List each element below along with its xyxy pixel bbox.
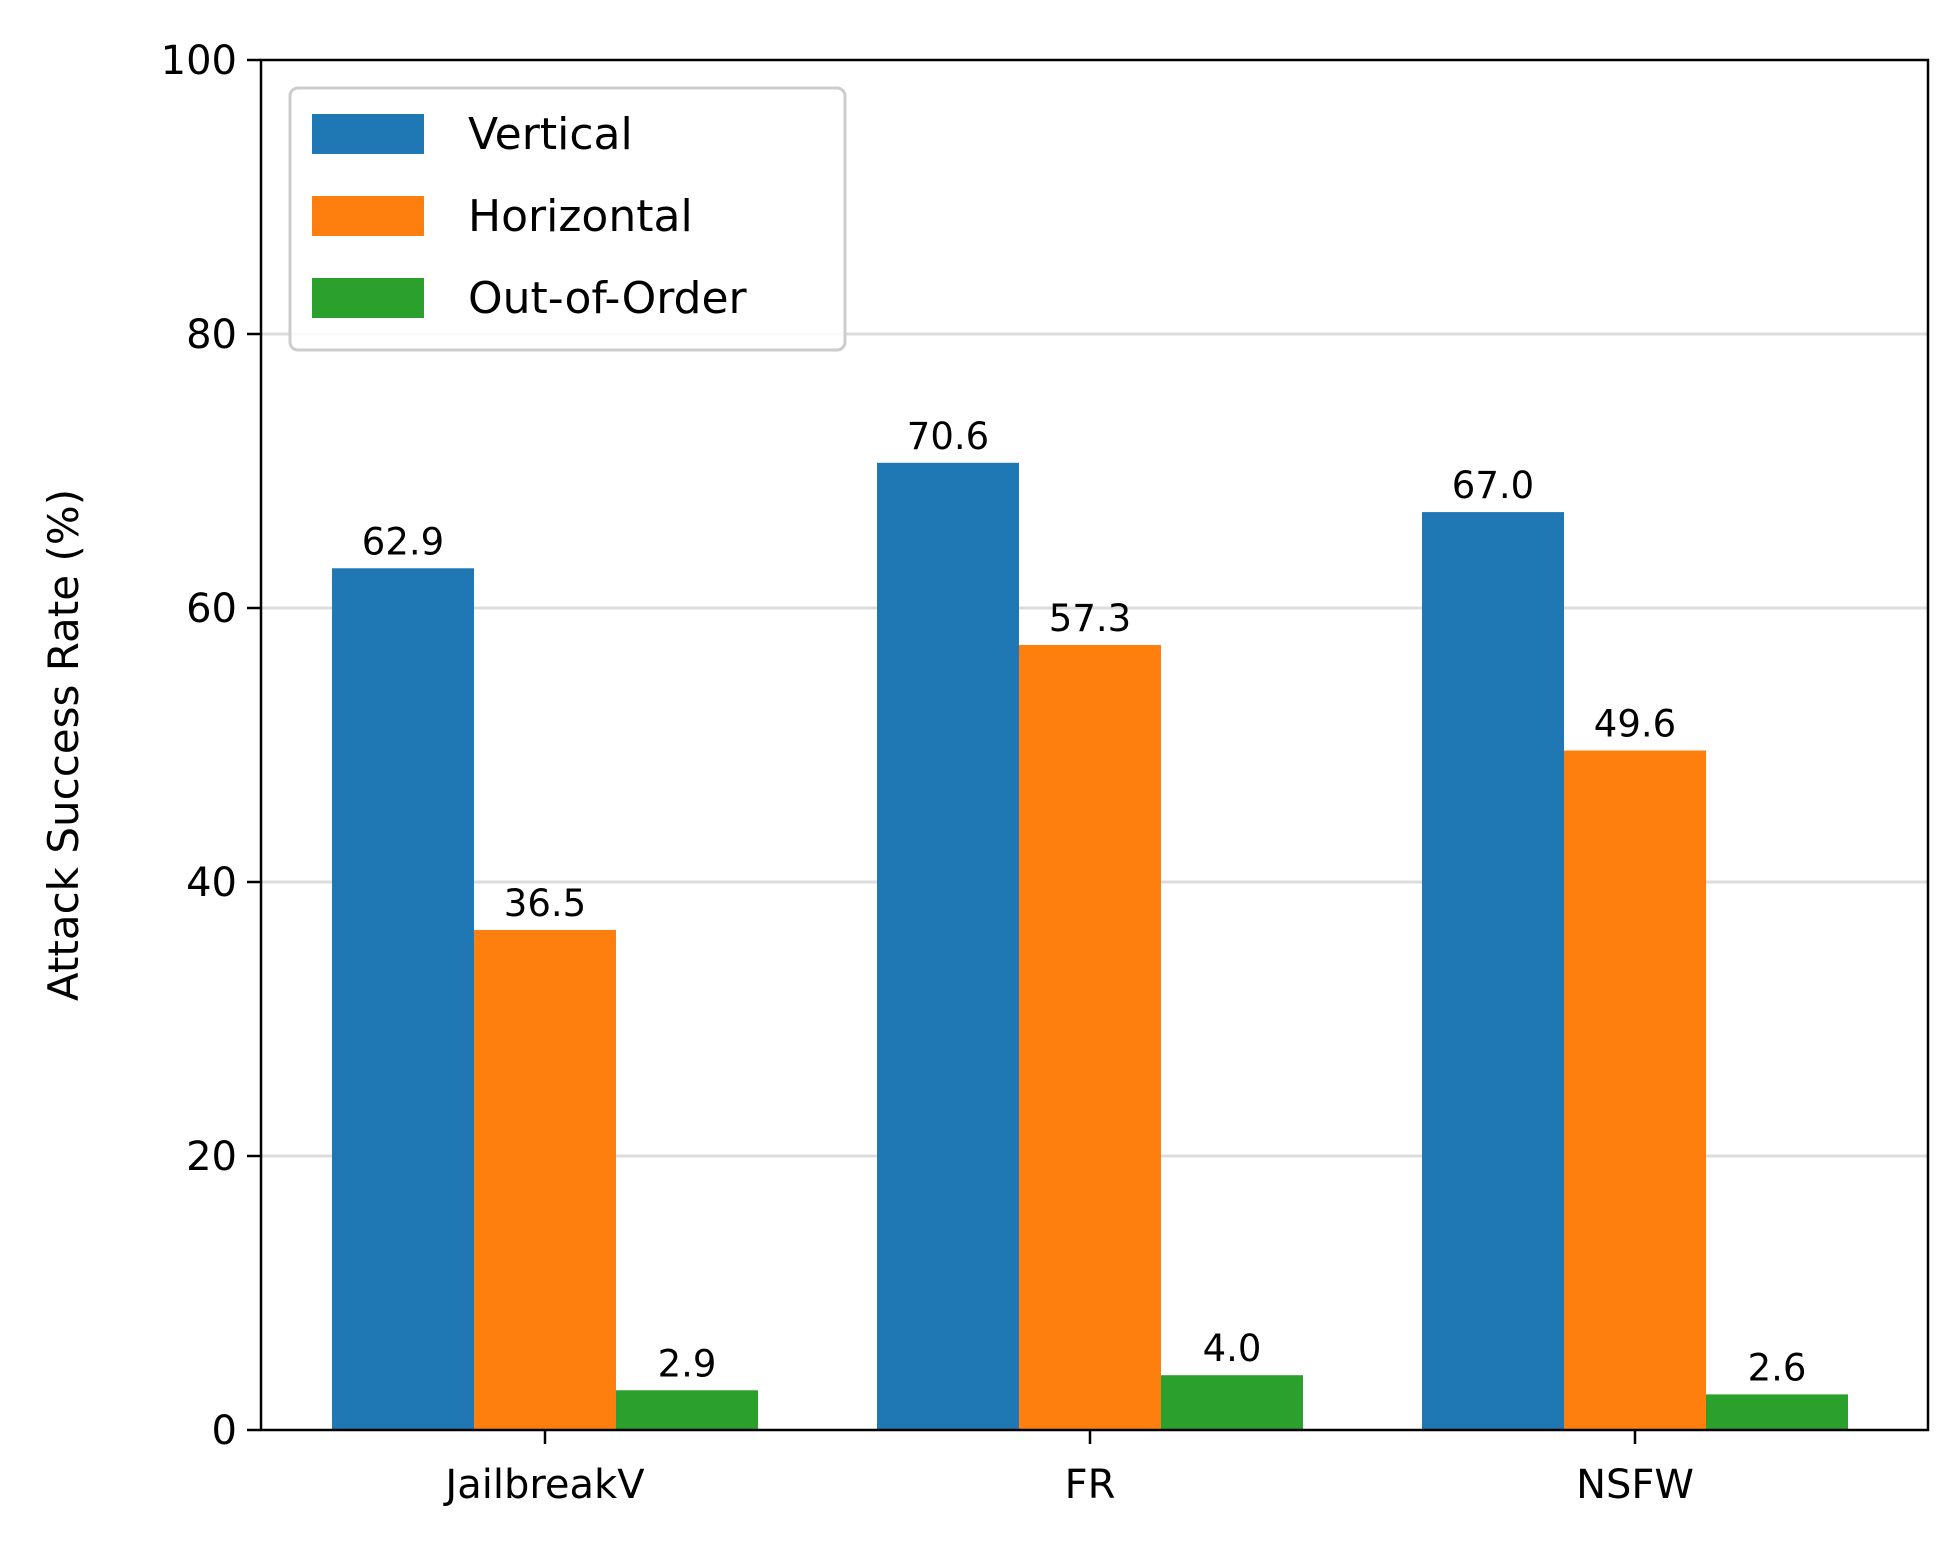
legend-swatch [312,196,424,236]
legend-label: Out-of-Order [468,273,748,324]
bar-value-label: 67.0 [1452,464,1534,507]
y-axis-title: Attack Success Rate (%) [39,489,88,1001]
bar-value-label: 62.9 [362,520,444,563]
legend-box [288,86,847,352]
bar-value-labels: 62.9 36.5 2.9 70.6 57.3 4.0 67.0 49.6 2.6 [362,415,1807,1390]
bar [1422,512,1564,1430]
bar [877,462,1019,1430]
bar-value-label: 2.9 [658,1342,717,1385]
plot-frame [259,58,1930,1432]
bar [1706,1394,1848,1430]
x-tick-label: JailbreakV [442,1462,645,1508]
bar [616,1390,758,1430]
y-tick-label: 80 [186,312,237,358]
y-axis: 0 20 40 60 80 100 [161,38,261,1454]
y-tick-label: 20 [186,1134,237,1180]
bar [1019,644,1161,1430]
y-tick-label: 0 [212,1408,237,1454]
bar-value-label: 49.6 [1594,702,1676,745]
y-tick-label: 40 [186,860,237,906]
legend-swatch [312,278,424,318]
bars [332,462,1848,1430]
y-tick-label: 100 [161,38,237,84]
x-tick-label: NSFW [1576,1462,1694,1508]
y-tick-label: 60 [186,586,237,632]
legend-label: Vertical [468,109,633,160]
x-tick-label: FR [1065,1462,1116,1508]
bar [1161,1375,1303,1430]
bar [1564,750,1706,1430]
bar [474,929,616,1430]
legend: Vertical Horizontal Out-of-Order [288,86,847,352]
bar-value-label: 57.3 [1049,597,1131,640]
legend-swatch [312,114,424,154]
legend-label: Horizontal [468,191,693,242]
bar-value-label: 2.6 [1748,1346,1807,1389]
bar-value-label: 36.5 [504,882,586,925]
x-axis: JailbreakV FR NSFW [442,1430,1694,1508]
bar [332,568,474,1430]
bar-value-label: 70.6 [907,415,989,458]
bar-value-label: 4.0 [1203,1327,1262,1370]
